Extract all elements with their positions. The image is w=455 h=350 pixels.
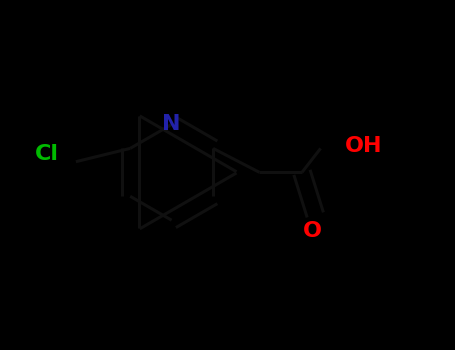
- Text: OH: OH: [344, 136, 382, 156]
- Text: O: O: [303, 221, 322, 241]
- Text: N: N: [162, 114, 181, 134]
- Text: Cl: Cl: [35, 144, 59, 164]
